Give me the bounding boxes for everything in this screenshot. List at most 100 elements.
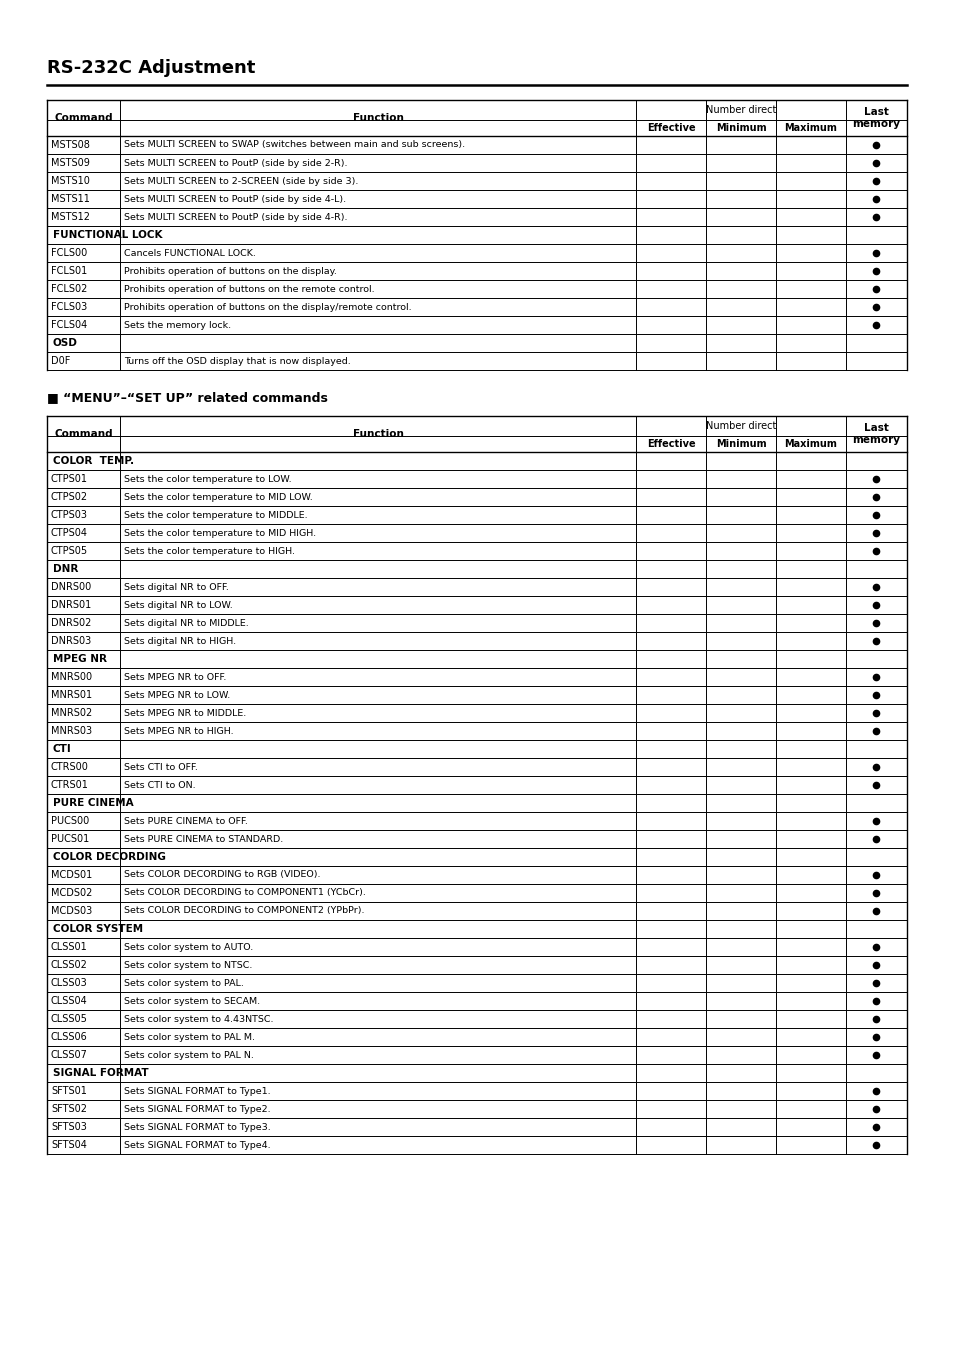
Text: OSD: OSD (53, 338, 78, 349)
Text: Sets SIGNAL FORMAT to Type1.: Sets SIGNAL FORMAT to Type1. (124, 1086, 271, 1096)
Text: FCLS04: FCLS04 (51, 320, 87, 330)
Text: ■ “MENU”–“SET UP” related commands: ■ “MENU”–“SET UP” related commands (47, 392, 328, 404)
Text: DNRS03: DNRS03 (51, 636, 91, 646)
Text: Command: Command (54, 430, 112, 439)
Text: CTPS02: CTPS02 (51, 492, 88, 503)
Text: Sets CTI to ON.: Sets CTI to ON. (124, 781, 195, 789)
Text: Sets MULTI SCREEN to PoutP (side by side 4-L).: Sets MULTI SCREEN to PoutP (side by side… (124, 195, 346, 204)
Text: Sets color system to AUTO.: Sets color system to AUTO. (124, 943, 253, 951)
Text: Last
memory: Last memory (852, 107, 900, 128)
Text: PUCS01: PUCS01 (51, 834, 90, 844)
Text: Maximum: Maximum (783, 123, 837, 132)
Text: SFTS04: SFTS04 (51, 1140, 87, 1150)
Text: CLSS05: CLSS05 (51, 1015, 88, 1024)
Text: Sets MULTI SCREEN to SWAP (switches between main and sub screens).: Sets MULTI SCREEN to SWAP (switches betw… (124, 141, 465, 150)
Text: CTPS01: CTPS01 (51, 474, 88, 484)
Text: CTPS03: CTPS03 (51, 509, 88, 520)
Text: Prohibits operation of buttons on the display.: Prohibits operation of buttons on the di… (124, 266, 336, 276)
Text: Sets CTI to OFF.: Sets CTI to OFF. (124, 762, 197, 771)
Text: Sets the color temperature to LOW.: Sets the color temperature to LOW. (124, 474, 292, 484)
Text: Prohibits operation of buttons on the remote control.: Prohibits operation of buttons on the re… (124, 285, 375, 293)
Text: Turns off the OSD display that is now displayed.: Turns off the OSD display that is now di… (124, 357, 351, 366)
Text: DNRS01: DNRS01 (51, 600, 91, 611)
Text: CTRS01: CTRS01 (51, 780, 89, 790)
Text: Sets color system to PAL.: Sets color system to PAL. (124, 978, 244, 988)
Text: Sets MPEG NR to HIGH.: Sets MPEG NR to HIGH. (124, 727, 233, 735)
Text: Sets digital NR to HIGH.: Sets digital NR to HIGH. (124, 636, 236, 646)
Text: Sets color system to PAL N.: Sets color system to PAL N. (124, 1051, 253, 1059)
Text: FCLS00: FCLS00 (51, 249, 87, 258)
Text: Number direct: Number direct (705, 105, 776, 115)
Text: SFTS01: SFTS01 (51, 1086, 87, 1096)
Text: Sets PURE CINEMA to STANDARD.: Sets PURE CINEMA to STANDARD. (124, 835, 283, 843)
Text: RS-232C Adjustment: RS-232C Adjustment (47, 59, 255, 77)
Text: MSTS09: MSTS09 (51, 158, 90, 168)
Text: Cancels FUNCTIONAL LOCK.: Cancels FUNCTIONAL LOCK. (124, 249, 255, 258)
Text: CLSS07: CLSS07 (51, 1050, 88, 1061)
Text: D0F: D0F (51, 357, 71, 366)
Text: Sets MPEG NR to LOW.: Sets MPEG NR to LOW. (124, 690, 230, 700)
Text: MNRS00: MNRS00 (51, 671, 92, 682)
Text: Sets color system to SECAM.: Sets color system to SECAM. (124, 997, 260, 1005)
Text: CLSS02: CLSS02 (51, 961, 88, 970)
Text: Sets MULTI SCREEN to 2-SCREEN (side by side 3).: Sets MULTI SCREEN to 2-SCREEN (side by s… (124, 177, 358, 185)
Text: Sets the color temperature to MID HIGH.: Sets the color temperature to MID HIGH. (124, 528, 315, 538)
Text: MSTS12: MSTS12 (51, 212, 90, 222)
Text: PUCS00: PUCS00 (51, 816, 90, 825)
Text: CLSS01: CLSS01 (51, 942, 88, 952)
Text: CTPS04: CTPS04 (51, 528, 88, 538)
Text: CTRS00: CTRS00 (51, 762, 89, 771)
Text: FCLS03: FCLS03 (51, 303, 87, 312)
Text: MNRS03: MNRS03 (51, 725, 92, 736)
Text: Sets PURE CINEMA to OFF.: Sets PURE CINEMA to OFF. (124, 816, 248, 825)
Text: Sets MPEG NR to MIDDLE.: Sets MPEG NR to MIDDLE. (124, 708, 246, 717)
Text: Sets the memory lock.: Sets the memory lock. (124, 320, 231, 330)
Text: CTI: CTI (53, 744, 71, 754)
Text: Minimum: Minimum (715, 439, 765, 449)
Text: MNRS02: MNRS02 (51, 708, 92, 717)
Text: Sets MULTI SCREEN to PoutP (side by side 4-R).: Sets MULTI SCREEN to PoutP (side by side… (124, 212, 347, 222)
Text: SIGNAL FORMAT: SIGNAL FORMAT (53, 1069, 149, 1078)
Text: Sets COLOR DECORDING to COMPONENT2 (YPbPr).: Sets COLOR DECORDING to COMPONENT2 (YPbP… (124, 907, 364, 916)
Text: CTPS05: CTPS05 (51, 546, 88, 557)
Text: Effective: Effective (646, 439, 695, 449)
Text: CLSS04: CLSS04 (51, 996, 88, 1006)
Text: Sets the color temperature to MIDDLE.: Sets the color temperature to MIDDLE. (124, 511, 307, 520)
Text: Sets color system to PAL M.: Sets color system to PAL M. (124, 1032, 254, 1042)
Text: Minimum: Minimum (715, 123, 765, 132)
Text: FUNCTIONAL LOCK: FUNCTIONAL LOCK (53, 230, 162, 240)
Text: SFTS03: SFTS03 (51, 1121, 87, 1132)
Text: MSTS11: MSTS11 (51, 195, 90, 204)
Text: Sets COLOR DECORDING to COMPONENT1 (YCbCr).: Sets COLOR DECORDING to COMPONENT1 (YCbC… (124, 889, 366, 897)
Text: DNRS02: DNRS02 (51, 617, 91, 628)
Text: DNRS00: DNRS00 (51, 582, 91, 592)
Text: Sets MPEG NR to OFF.: Sets MPEG NR to OFF. (124, 673, 226, 681)
Text: Sets COLOR DECORDING to RGB (VIDEO).: Sets COLOR DECORDING to RGB (VIDEO). (124, 870, 320, 880)
Text: DNR: DNR (53, 563, 78, 574)
Text: MSTS10: MSTS10 (51, 176, 90, 186)
Text: Sets the color temperature to MID LOW.: Sets the color temperature to MID LOW. (124, 493, 313, 501)
Text: Function: Function (353, 430, 403, 439)
Text: CLSS03: CLSS03 (51, 978, 88, 988)
Text: Maximum: Maximum (783, 439, 837, 449)
Text: Sets SIGNAL FORMAT to Type4.: Sets SIGNAL FORMAT to Type4. (124, 1140, 271, 1150)
Text: Sets SIGNAL FORMAT to Type2.: Sets SIGNAL FORMAT to Type2. (124, 1105, 271, 1113)
Text: MNRS01: MNRS01 (51, 690, 92, 700)
Text: Prohibits operation of buttons on the display/remote control.: Prohibits operation of buttons on the di… (124, 303, 411, 312)
Text: COLOR  TEMP.: COLOR TEMP. (53, 457, 134, 466)
Text: Function: Function (353, 113, 403, 123)
Text: Command: Command (54, 113, 112, 123)
Text: Sets digital NR to MIDDLE.: Sets digital NR to MIDDLE. (124, 619, 249, 627)
Text: MCDS03: MCDS03 (51, 907, 92, 916)
Text: MPEG NR: MPEG NR (53, 654, 107, 663)
Text: Number direct: Number direct (705, 422, 776, 431)
Text: Sets color system to 4.43NTSC.: Sets color system to 4.43NTSC. (124, 1015, 274, 1024)
Text: Sets SIGNAL FORMAT to Type3.: Sets SIGNAL FORMAT to Type3. (124, 1123, 271, 1132)
Text: COLOR SYSTEM: COLOR SYSTEM (53, 924, 143, 934)
Text: MCDS01: MCDS01 (51, 870, 92, 880)
Text: MSTS08: MSTS08 (51, 141, 90, 150)
Text: CLSS06: CLSS06 (51, 1032, 88, 1042)
Text: FCLS02: FCLS02 (51, 284, 88, 295)
Text: SFTS02: SFTS02 (51, 1104, 87, 1115)
Text: Sets color system to NTSC.: Sets color system to NTSC. (124, 961, 253, 970)
